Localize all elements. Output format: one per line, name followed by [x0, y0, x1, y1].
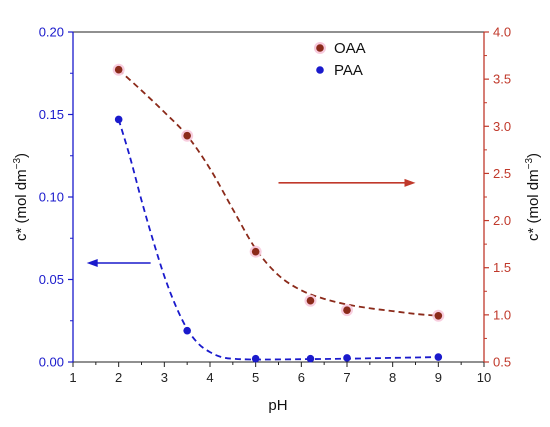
right-axis-title-close: )	[525, 153, 542, 158]
plot-frame	[72, 31, 485, 363]
legend-label-paa: PAA	[334, 62, 363, 79]
x-axis-title: pH	[268, 397, 287, 414]
paa-point	[306, 354, 315, 363]
left-tick-label: 0.05	[39, 272, 64, 287]
legend-marker-paa	[316, 66, 324, 74]
x-tick-label: 7	[343, 370, 350, 385]
x-tick-label: 8	[389, 370, 396, 385]
x-tick-label: 5	[252, 370, 259, 385]
right-tick-label: 3.0	[493, 119, 511, 134]
x-tick-label: 9	[435, 370, 442, 385]
data-points	[112, 63, 445, 363]
left-tick-label: 0.10	[39, 190, 64, 205]
left-axis-title: c* (mol dm−3)	[12, 153, 30, 241]
paa-fit-curve	[117, 119, 439, 361]
oaa-point	[434, 312, 443, 320]
left-axis-title-superscript: −3	[12, 158, 23, 170]
right-arrow-head	[404, 178, 416, 187]
oaa-point	[251, 247, 260, 256]
oaa-point	[306, 296, 315, 305]
x-tick-label: 2	[115, 370, 122, 385]
left-axis-ticks: 0.00 0.05 0.10 0.15 0.20	[39, 25, 73, 370]
left-arrow-head	[86, 259, 98, 267]
left-axis-title-main: c* (mol dm	[13, 169, 30, 241]
right-axis-title-superscript: −3	[524, 158, 535, 170]
paa-point	[434, 353, 443, 361]
oaa-point	[183, 131, 191, 140]
oaa-fit-curve	[118, 69, 439, 317]
oaa-point	[114, 65, 123, 74]
left-tick-label: 0.15	[39, 107, 64, 122]
legend-label-oaa: OAA	[334, 40, 366, 57]
x-tick-label: 1	[69, 370, 76, 385]
left-tick-label: 0.00	[39, 355, 64, 370]
right-tick-label: 2.0	[493, 213, 511, 228]
legend: OAA PAA	[314, 40, 366, 79]
legend-marker-oaa-core	[316, 44, 324, 52]
right-axis-title-main: c* (mol dm	[525, 169, 542, 241]
paa-point	[251, 354, 260, 363]
x-tick-label: 3	[161, 370, 168, 385]
right-tick-label: 3.5	[493, 72, 511, 87]
paa-point	[343, 354, 351, 362]
right-axis-title: c* (mol dm−3)	[524, 153, 542, 241]
right-tick-label: 4.0	[493, 25, 511, 40]
right-tick-label: 2.5	[493, 166, 511, 181]
paa-point	[183, 326, 191, 335]
x-tick-label: 6	[298, 370, 305, 385]
right-axis-ticks: 0.5 1.0 1.5 2.0 2.5 3.0 3.5 4.0	[484, 25, 511, 370]
paa-point	[114, 115, 123, 124]
left-axis-title-close: )	[13, 153, 30, 158]
oaa-point	[343, 306, 351, 314]
x-axis-ticks: 1 2 3 4 5 6 7 8 9 10	[69, 362, 491, 385]
axis-arrows	[86, 178, 416, 267]
right-tick-label: 1.5	[493, 260, 511, 275]
x-tick-label: 4	[206, 370, 213, 385]
right-tick-label: 0.5	[493, 355, 511, 370]
left-tick-label: 0.20	[39, 25, 64, 40]
right-tick-label: 1.0	[493, 307, 511, 322]
x-tick-label: 10	[477, 370, 491, 385]
fit-curves	[117, 69, 439, 361]
